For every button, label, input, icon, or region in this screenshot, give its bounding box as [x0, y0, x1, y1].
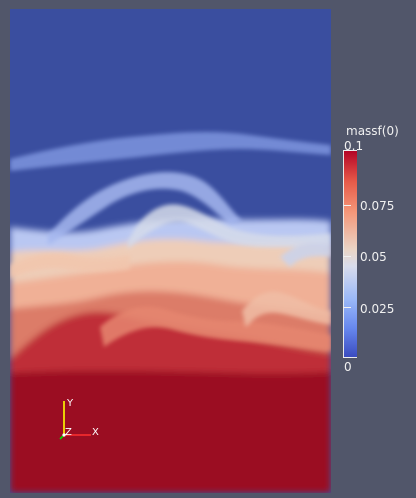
- colorbar-tick: [343, 307, 351, 308]
- colorbar-label-middle: 0.05: [360, 250, 387, 264]
- axes-triad-icon: [59, 401, 91, 440]
- colorbar-title: massf(0): [346, 124, 399, 138]
- colorbar-label-lower: 0.025: [360, 302, 395, 316]
- axis-y-label: Y: [67, 398, 74, 409]
- colorbar-tick: [343, 357, 351, 358]
- render-view[interactable]: [10, 9, 331, 493]
- axis-x-label: X: [92, 427, 99, 438]
- axis-z-label: Z: [65, 427, 72, 438]
- colorbar-label-bottom: 0: [344, 360, 352, 374]
- colorbar-label-top: 0.1: [344, 139, 364, 153]
- mass-fraction-field: [10, 9, 331, 493]
- orientation-axes: Y X Z: [57, 396, 107, 446]
- colorbar-tick: [343, 150, 351, 151]
- colorbar-tick: [343, 256, 351, 257]
- colorbar-label-upper: 0.075: [360, 199, 395, 213]
- colorbar-tick: [343, 205, 351, 206]
- colorbar-gradient: [343, 150, 357, 358]
